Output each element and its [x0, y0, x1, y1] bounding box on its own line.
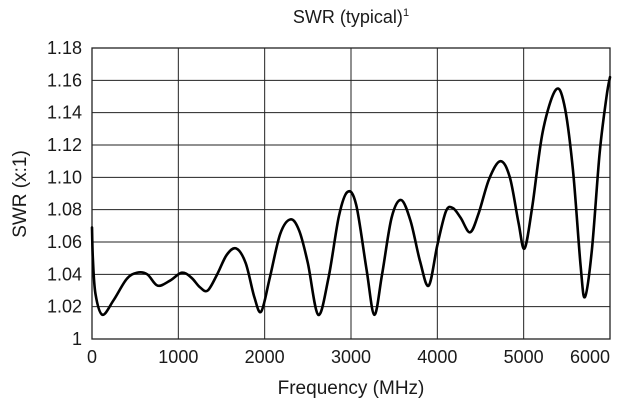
- y-tick-labels: 1 1.02 1.04 1.06 1.08 1.10 1.12 1.14 1.16 1.18: [47, 38, 82, 349]
- x-tick-label: 4000: [417, 347, 457, 367]
- y-tick-label: 1.10: [47, 167, 82, 187]
- y-tick-label: 1.18: [47, 38, 82, 58]
- x-tick-labels: 0 1000 2000 3000 4000 5000 6000: [87, 347, 610, 367]
- x-tick-label: 3000: [331, 347, 371, 367]
- x-tick-label: 6000: [570, 347, 610, 367]
- y-tick-label: 1.16: [47, 70, 82, 90]
- y-tick-label: 1.12: [47, 135, 82, 155]
- x-tick-label: 5000: [504, 347, 544, 367]
- x-axis-label: Frequency (MHz): [278, 378, 425, 399]
- y-tick-label: 1.06: [47, 232, 82, 252]
- y-tick-label: 1.02: [47, 297, 82, 317]
- chart-title-superscript: 1: [403, 7, 409, 19]
- chart-title-text: SWR (typical): [293, 7, 403, 27]
- y-tick-label: 1.08: [47, 200, 82, 220]
- x-tick-label: 0: [87, 347, 97, 367]
- x-tick-label: 2000: [245, 347, 285, 367]
- y-axis-label: SWR (x:1): [10, 150, 31, 238]
- y-tick-label: 1.14: [47, 103, 82, 123]
- chart-title: SWR (typical)1: [293, 7, 409, 27]
- y-tick-label: 1: [72, 329, 82, 349]
- x-tick-label: 1000: [158, 347, 198, 367]
- y-tick-label: 1.04: [47, 264, 82, 284]
